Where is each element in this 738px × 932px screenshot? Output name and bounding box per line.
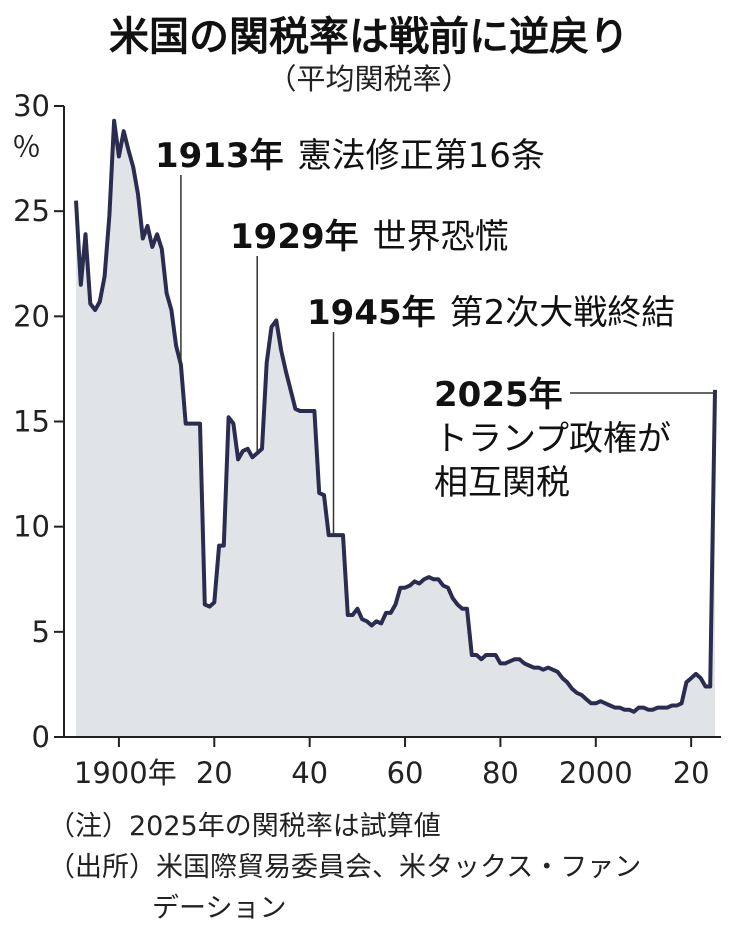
- y-tick-label: 10: [13, 510, 50, 544]
- x-tick-label: 60: [387, 756, 424, 790]
- y-tick-label: 0: [32, 720, 50, 754]
- x-tick-label: 20: [673, 756, 710, 790]
- area-layer: [74, 118, 717, 737]
- x-tick-label: 2000: [559, 756, 633, 790]
- source-line: （出所）米国際貿易委員会、米タックス・ファン: [48, 852, 641, 883]
- notes: （注）2025年の関税率は試算値 （出所）米国際貿易委員会、米タックス・ファン …: [48, 811, 641, 924]
- annotation-year: 1929年 世界恐慌: [230, 217, 509, 257]
- chart-title: 米国の関税率は戦前に逆戻り: [109, 14, 629, 60]
- y-tick-label: 30: [13, 89, 50, 123]
- note-line: （注）2025年の関税率は試算値: [48, 811, 441, 842]
- annotation-year: 2025年: [434, 375, 563, 415]
- source-line-continued: デーション: [152, 893, 286, 924]
- area-fill: [76, 120, 715, 737]
- y-axis-unit: ％: [12, 130, 41, 164]
- x-tick-label: 1900年: [74, 756, 177, 790]
- annotations: 1913年 憲法修正第16条 1929年 世界恐慌 1945年 第2次大戦終結 2025年ト…: [155, 136, 715, 536]
- annotation-text: トランプ政権が: [434, 419, 671, 459]
- annotation-year: 1945年 第2次大戦終結: [307, 293, 675, 333]
- annotation-text: 相互関税: [434, 463, 570, 503]
- axes: 0 5 10 15 20 25 30 ％ 1900年 20 40 60 80 2000 20: [12, 89, 721, 790]
- tariff-line: [74, 118, 717, 714]
- annotation-year: 1913年 憲法修正第16条: [155, 136, 545, 176]
- y-tick-label: 20: [13, 299, 50, 333]
- chart-subtitle: （平均関税率）: [267, 62, 470, 96]
- y-tick-label: 15: [13, 405, 50, 439]
- x-tick-label: 80: [482, 756, 519, 790]
- x-tick-label: 40: [291, 756, 328, 790]
- y-tick-label: 5: [32, 615, 50, 649]
- x-tick-label: 20: [196, 756, 233, 790]
- y-tick-label: 25: [13, 194, 50, 228]
